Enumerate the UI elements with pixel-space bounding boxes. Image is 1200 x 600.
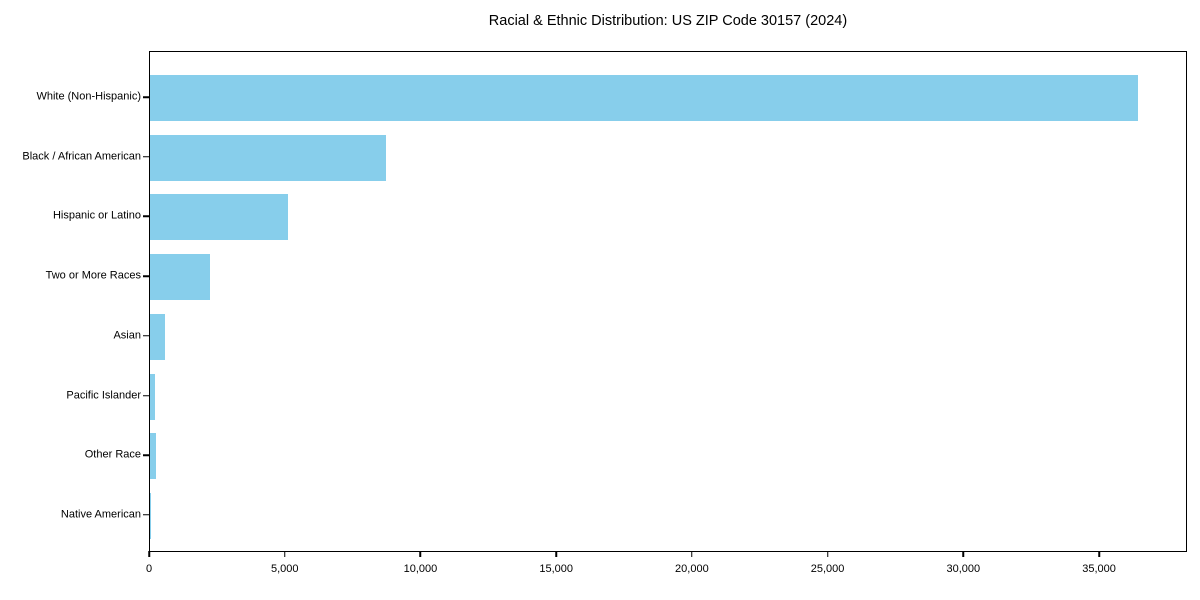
y-tick-mark xyxy=(143,96,149,98)
plot-area xyxy=(149,51,1187,552)
bar-native-american xyxy=(150,492,151,539)
bar-black-african-american xyxy=(150,134,387,181)
y-tick-label-asian: Asian xyxy=(113,329,141,342)
y-tick-mark xyxy=(143,394,149,397)
y-tick-label-hispanic-or-latino: Hispanic or Latino xyxy=(52,209,141,222)
x-tick-label-5000: 5,000 xyxy=(270,563,299,575)
x-tick-label-25000: 25,000 xyxy=(810,563,845,575)
bar-other-race xyxy=(150,433,157,480)
bar-asian xyxy=(150,313,166,360)
x-tick-mark xyxy=(962,551,965,557)
y-tick-mark xyxy=(143,215,149,218)
y-tick-mark xyxy=(143,155,149,158)
x-tick-label-20000: 20,000 xyxy=(675,563,709,575)
bar-white-non-hispanic xyxy=(150,75,1139,121)
x-tick-mark xyxy=(148,551,150,557)
x-tick-mark xyxy=(419,551,422,557)
x-tick-mark xyxy=(1098,551,1100,557)
bar-two-or-more-races xyxy=(150,254,210,301)
y-tick-label-two-or-more-races: Two or More Races xyxy=(45,269,141,282)
y-tick-label-black-african-american: Black / African American xyxy=(22,150,141,163)
x-tick-mark xyxy=(826,551,829,557)
x-tick-mark xyxy=(691,551,693,557)
x-tick-label-0: 0 xyxy=(145,563,153,575)
y-tick-mark xyxy=(143,275,149,277)
x-tick-label-15000: 15,000 xyxy=(539,563,573,575)
y-tick-mark xyxy=(143,454,149,456)
chart-title: Racial & Ethnic Distribution: US ZIP Cod… xyxy=(488,13,848,29)
x-tick-mark xyxy=(283,551,286,557)
y-tick-label-native-american: Native American xyxy=(60,508,141,521)
y-tick-label-other-race: Other Race xyxy=(84,448,141,461)
y-tick-label-white-non-hispanic: White (Non-Hispanic) xyxy=(36,90,141,103)
x-tick-label-35000: 35,000 xyxy=(1082,563,1116,575)
x-tick-label-10000: 10,000 xyxy=(403,563,438,575)
x-tick-label-30000: 30,000 xyxy=(946,563,981,575)
y-tick-label-pacific-islander: Pacific Islander xyxy=(66,389,141,401)
y-tick-mark xyxy=(143,514,149,516)
x-tick-mark xyxy=(555,551,557,557)
y-tick-mark xyxy=(143,335,149,337)
bar-pacific-islander xyxy=(150,373,156,420)
bar-hispanic-or-latino xyxy=(150,194,289,241)
